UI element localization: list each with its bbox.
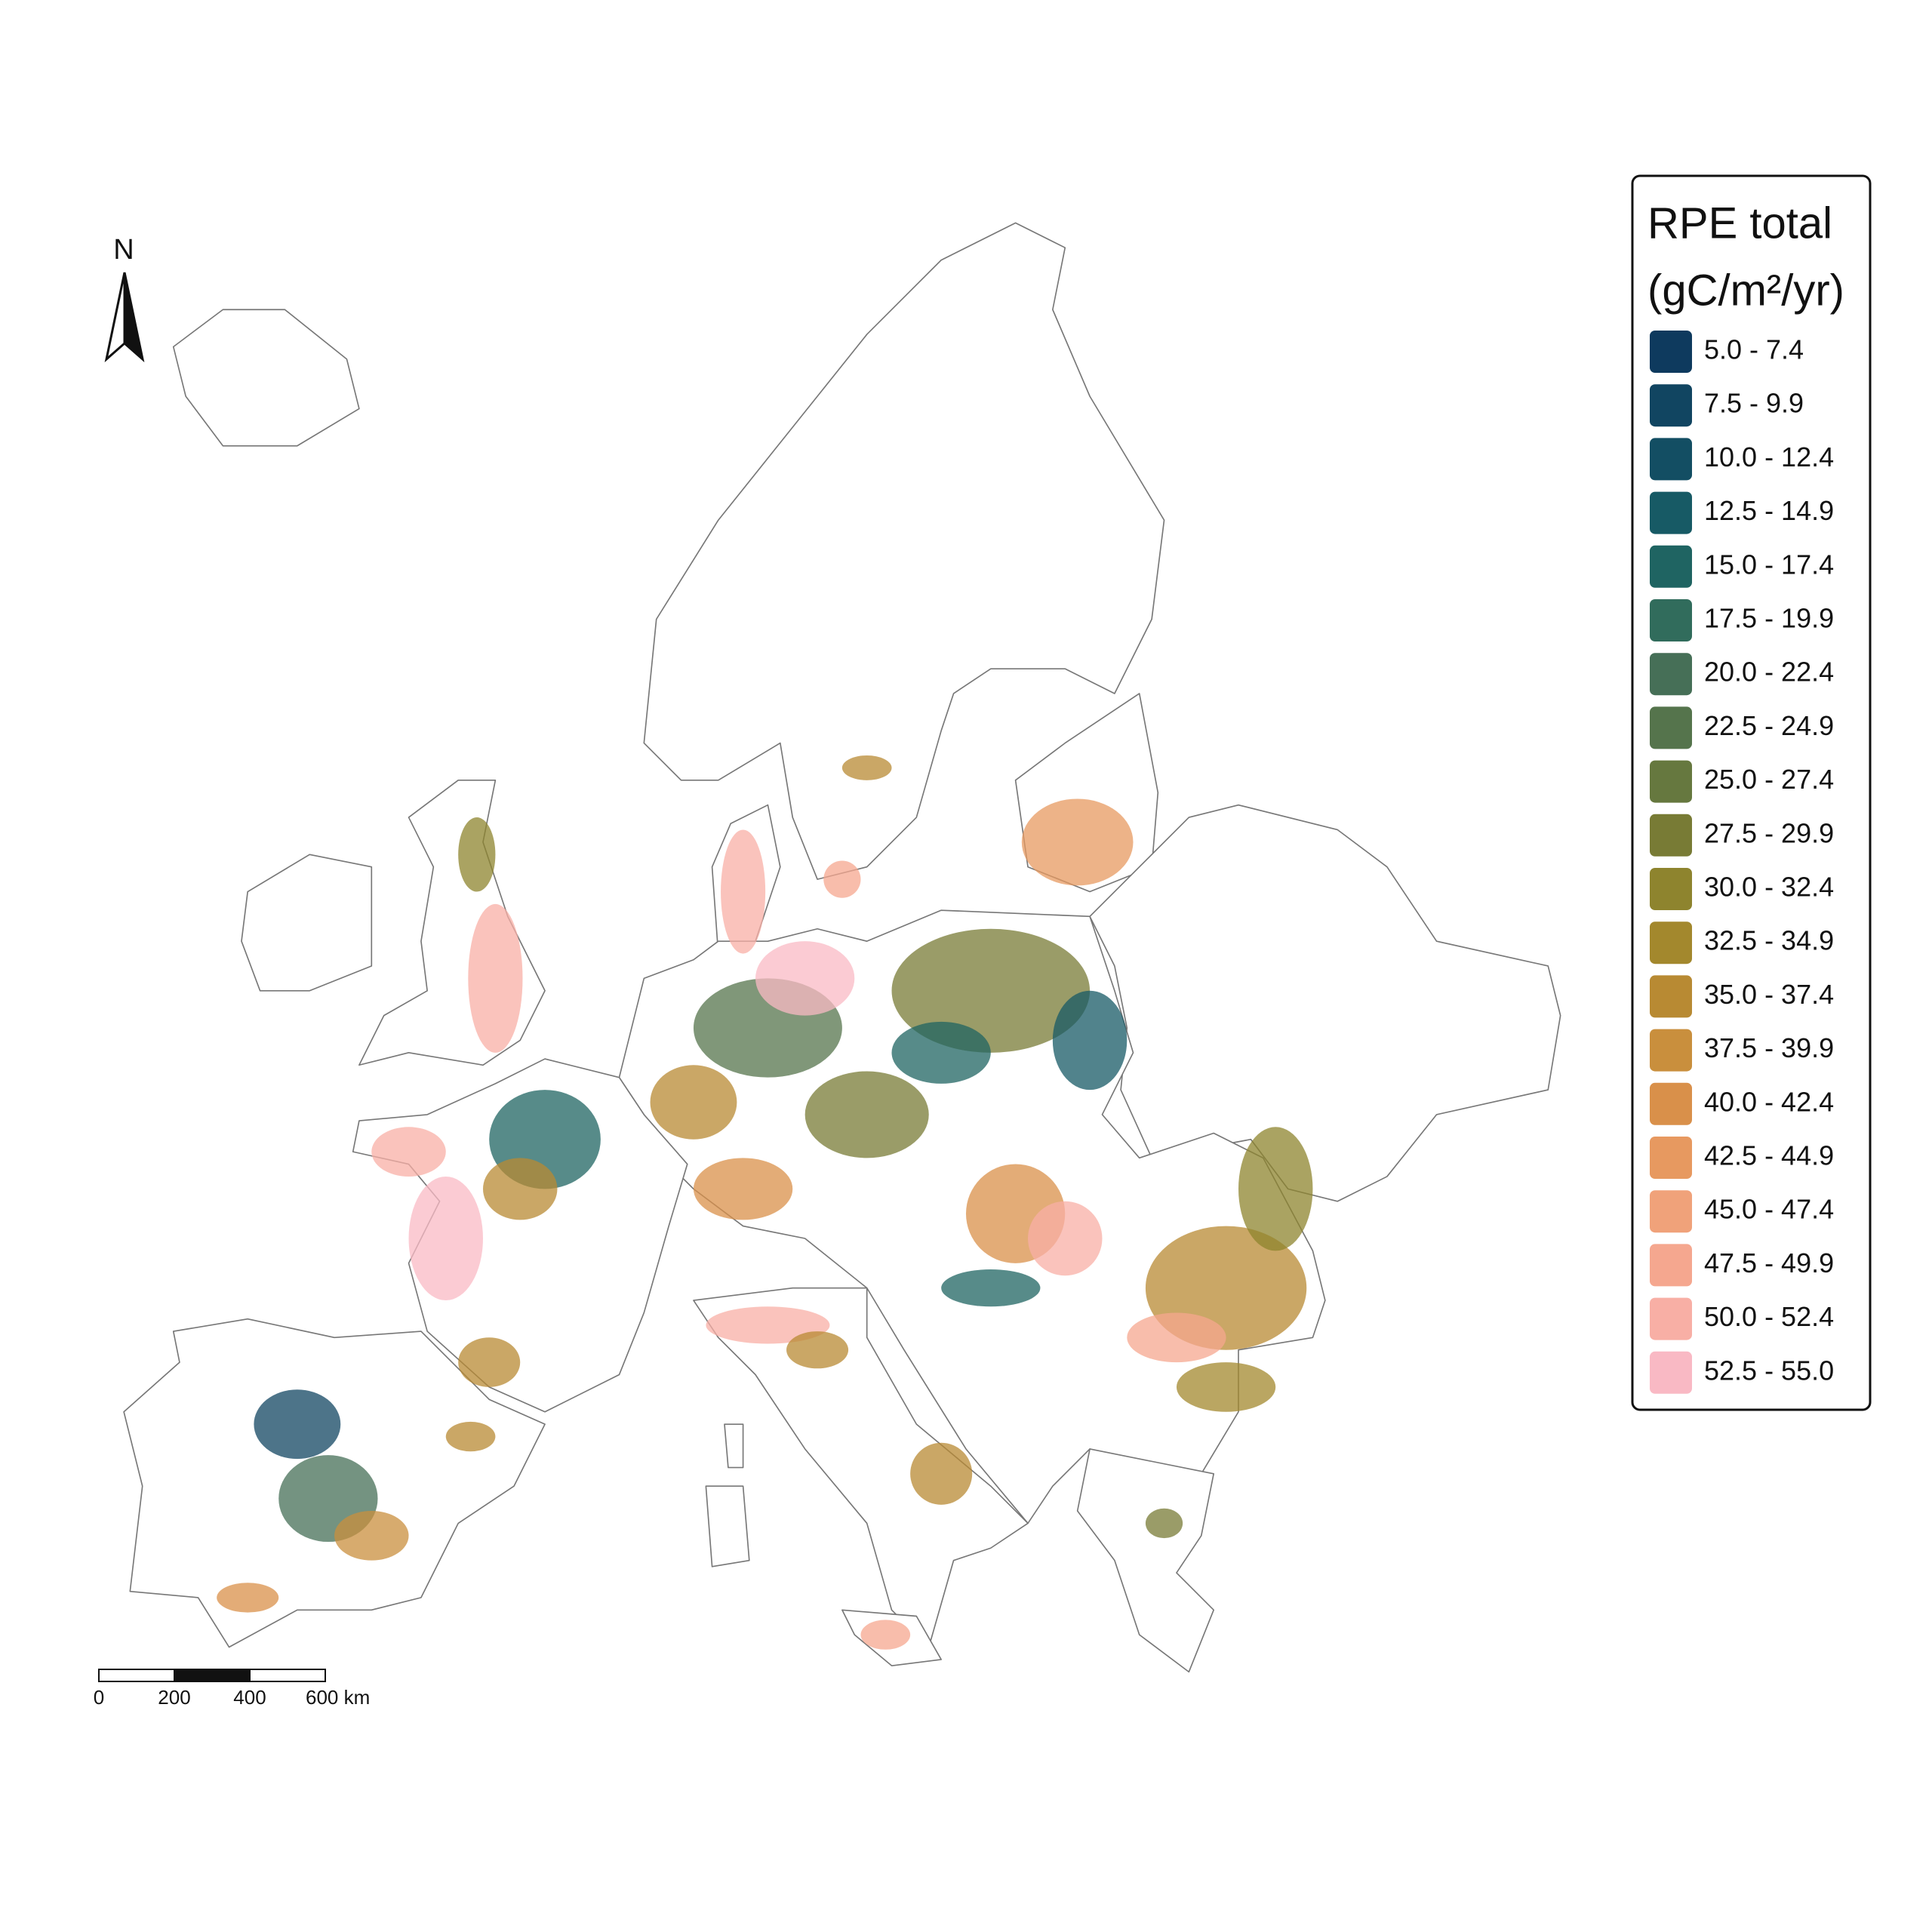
raster-patch (1238, 1127, 1313, 1251)
legend-swatch (1650, 814, 1692, 857)
scale-label: 0 (94, 1686, 104, 1709)
raster-patch (823, 860, 861, 898)
legend-swatch (1650, 438, 1692, 481)
raster-patch (1127, 1312, 1226, 1363)
legend-swatch (1650, 1137, 1692, 1179)
raster-patch (941, 1269, 1041, 1307)
north-arrow-right (123, 272, 145, 363)
raster-patch (786, 1331, 849, 1369)
raster-patch (693, 1158, 793, 1220)
raster-patch (650, 1065, 737, 1140)
legend-swatch (1650, 706, 1692, 749)
legend-label: 42.5 - 44.9 (1704, 1140, 1834, 1171)
raster-patch (468, 903, 523, 1053)
legend-label: 12.5 - 14.9 (1704, 495, 1834, 526)
scale-segment (174, 1669, 251, 1682)
scale-label: 600 km (306, 1686, 370, 1709)
legend-swatch (1650, 868, 1692, 910)
legend-label: 50.0 - 52.4 (1704, 1301, 1834, 1332)
legend-swatch (1650, 1082, 1692, 1125)
legend-swatch (1650, 545, 1692, 588)
scale-label: 400 (233, 1686, 266, 1709)
raster-patch (891, 1021, 991, 1084)
legend-swatch (1650, 760, 1692, 803)
legend-swatch (1650, 491, 1692, 534)
scale-bar: 0 200 400 600 km (94, 1669, 370, 1709)
raster-patch (458, 817, 496, 892)
scale-segment (249, 1669, 326, 1682)
legend-swatch (1650, 1190, 1692, 1233)
raster-patch (841, 755, 892, 780)
ireland (241, 854, 373, 992)
legend-swatch (1650, 1029, 1692, 1072)
iceland (172, 309, 360, 447)
legend-swatch (1650, 975, 1692, 1018)
north-arrow-left (104, 272, 126, 363)
eastern-europe (1089, 804, 1561, 1202)
legend-label: 15.0 - 17.4 (1704, 549, 1834, 580)
raster-patch (371, 1127, 446, 1177)
legend-label: 32.5 - 34.9 (1704, 925, 1834, 956)
greece (1076, 1448, 1215, 1673)
raster-patch (482, 1158, 558, 1220)
scandinavia (643, 222, 1165, 880)
legend-title: RPE total (1647, 198, 1832, 248)
legend-label: 45.0 - 47.4 (1704, 1194, 1834, 1225)
raster-patch (860, 1620, 911, 1650)
legend-label: 20.0 - 22.4 (1704, 657, 1834, 688)
raster-patch (891, 928, 1091, 1053)
legend-label: 27.5 - 29.9 (1704, 817, 1834, 848)
raster-patch (254, 1389, 341, 1460)
legend-title: (gC/m²/yr) (1647, 266, 1844, 315)
raster-patch (755, 941, 855, 1016)
rpe-raster (217, 755, 1313, 1650)
raster-patch (408, 1176, 483, 1301)
legend-label: 5.0 - 7.4 (1704, 334, 1804, 365)
legend-swatch (1650, 653, 1692, 696)
legend: RPE total (gC/m²/yr) 5.0 - 7.4 7.5 - 9.9 1… (1631, 174, 1872, 1411)
raster-patch (721, 829, 766, 954)
sardinia (705, 1485, 750, 1567)
legend-swatch (1650, 1244, 1692, 1287)
raster-patch (458, 1337, 521, 1387)
raster-patch (445, 1421, 496, 1452)
legend-swatch (1650, 599, 1692, 641)
raster-patch (910, 1442, 973, 1505)
raster-patch (1021, 798, 1134, 886)
north-label: N (113, 234, 134, 266)
legend-swatch (1650, 331, 1692, 373)
scale-label: 200 (158, 1686, 190, 1709)
raster-patch (1145, 1508, 1183, 1539)
legend-swatch (1650, 1351, 1692, 1394)
legend-label: 30.0 - 32.4 (1704, 872, 1834, 903)
legend-label: 10.0 - 12.4 (1704, 441, 1834, 472)
legend-swatch (1650, 921, 1692, 964)
raster-patch (1052, 990, 1128, 1091)
legend-swatch (1650, 384, 1692, 427)
legend-label: 7.5 - 9.9 (1704, 388, 1804, 419)
corsica (724, 1423, 744, 1469)
legend-label: 17.5 - 19.9 (1704, 603, 1834, 634)
italy (693, 1287, 1029, 1648)
raster-patch (217, 1583, 279, 1613)
raster-patch (1028, 1201, 1103, 1276)
raster-patch (804, 1071, 929, 1158)
legend-label: 47.5 - 49.9 (1704, 1247, 1834, 1278)
raster-patch (1176, 1362, 1276, 1412)
legend-label: 22.5 - 24.9 (1704, 710, 1834, 741)
legend-label: 52.5 - 55.0 (1704, 1355, 1834, 1386)
europe-map (123, 222, 1561, 1673)
legend-label: 25.0 - 27.4 (1704, 764, 1834, 795)
legend-label: 35.0 - 37.4 (1704, 979, 1834, 1010)
legend-label: 40.0 - 42.4 (1704, 1086, 1834, 1117)
scale-segment (98, 1669, 175, 1682)
north-arrow: N (104, 234, 145, 363)
raster-patch (334, 1511, 409, 1561)
legend-label: 37.5 - 39.9 (1704, 1032, 1834, 1063)
raster-patch (706, 1306, 830, 1344)
legend-swatch (1650, 1297, 1692, 1340)
